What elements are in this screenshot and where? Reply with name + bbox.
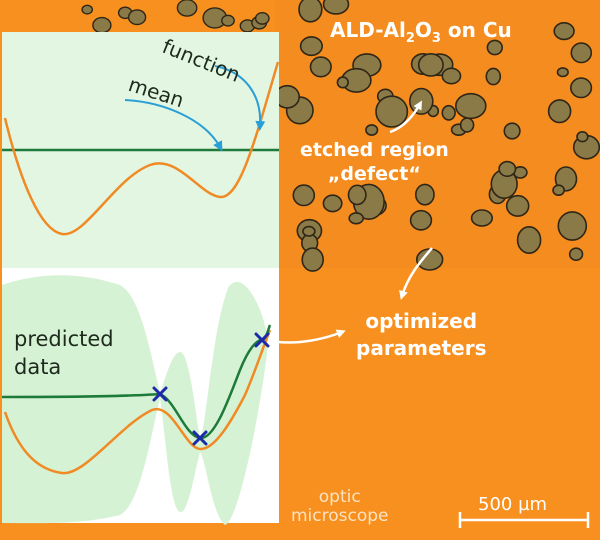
defect-spot — [347, 184, 367, 206]
optic-microscope-label: optic microscope — [291, 488, 389, 526]
defect-spot — [503, 122, 521, 140]
defect-spot — [570, 42, 593, 64]
gp-posterior-panel — [1, 273, 279, 525]
prior-function-curve — [3, 61, 280, 236]
optimized-parameters-label: optimized parameters — [356, 308, 486, 362]
defect-spot — [81, 4, 93, 15]
defect-spot — [498, 160, 517, 177]
defect-spot — [299, 36, 324, 57]
defect-spot — [322, 194, 343, 213]
optic-line2: microscope — [291, 506, 389, 526]
defect-spot — [470, 209, 494, 227]
defect-spot — [568, 247, 584, 261]
defect-spot — [459, 117, 475, 133]
predicted-line1: predicted — [14, 327, 114, 351]
defect-spot — [556, 67, 569, 78]
scale-bar-label: 500 µm — [478, 494, 548, 515]
defect-spot — [336, 76, 349, 89]
defect-spots — [81, 0, 600, 272]
defect-spot — [414, 183, 435, 206]
defect-spot — [576, 131, 589, 143]
defect-spot — [552, 184, 565, 196]
gp-prior-panel — [2, 32, 280, 268]
defect-spot — [221, 14, 235, 27]
etched-region-line2: „defect“ — [327, 163, 421, 185]
curved-arrow-icon — [389, 100, 422, 134]
defect-spot — [485, 67, 502, 86]
defect-spot — [516, 226, 542, 255]
predicted-function-curve — [3, 329, 272, 475]
defect-spot — [553, 21, 575, 41]
optimized-line2: parameters — [356, 336, 487, 360]
defect-spot — [486, 39, 503, 56]
optic-line1: optic — [318, 487, 361, 507]
defect-spot — [505, 194, 530, 217]
defect-spot — [348, 212, 365, 225]
x-marker-icon — [192, 430, 208, 446]
defect-spot — [375, 95, 409, 128]
defect-spot — [302, 225, 316, 237]
predicted-data-label: predicted data — [14, 325, 114, 381]
figure-title: ALD-Al2O3 on Cu — [330, 18, 512, 46]
curved-arrow-icon — [399, 247, 433, 300]
defect-region-band — [275, 0, 600, 268]
etched-region-label: etched region „defect“ — [300, 138, 449, 186]
defect-spot — [309, 56, 332, 78]
defect-spot — [408, 87, 434, 115]
defect-spot — [441, 67, 462, 85]
defect-spot — [127, 9, 147, 26]
etched-region-line1: etched region — [300, 139, 449, 161]
predicted-line2: data — [14, 355, 62, 379]
defect-spot — [298, 0, 323, 23]
defect-spot — [409, 209, 433, 231]
scale-bar — [458, 512, 590, 528]
defect-spot — [301, 247, 325, 272]
defect-spot — [547, 99, 572, 124]
defect-spot — [322, 0, 350, 15]
defect-spot — [417, 53, 444, 77]
function-pointer-arrow — [214, 65, 266, 131]
mean-pointer-arrow — [124, 99, 223, 152]
defect-spot — [254, 11, 270, 25]
optimized-line1: optimized — [365, 309, 478, 333]
defect-spot — [441, 104, 456, 121]
defect-spot — [454, 92, 487, 120]
curved-arrow-icon — [277, 329, 346, 344]
defect-spot — [92, 16, 112, 34]
defect-spot — [292, 184, 316, 207]
defect-spot — [176, 0, 198, 17]
defect-spot — [365, 124, 379, 136]
defect-spot — [569, 77, 593, 99]
panel-separator — [2, 268, 279, 273]
x-marker-icon — [152, 386, 168, 402]
defect-spot — [557, 211, 588, 241]
confidence-band — [2, 275, 268, 525]
x-marker-icon — [254, 332, 270, 348]
